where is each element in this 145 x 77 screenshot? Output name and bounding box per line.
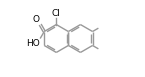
Text: HO: HO xyxy=(26,39,40,48)
Text: Cl: Cl xyxy=(52,9,61,18)
Text: O: O xyxy=(33,15,40,24)
